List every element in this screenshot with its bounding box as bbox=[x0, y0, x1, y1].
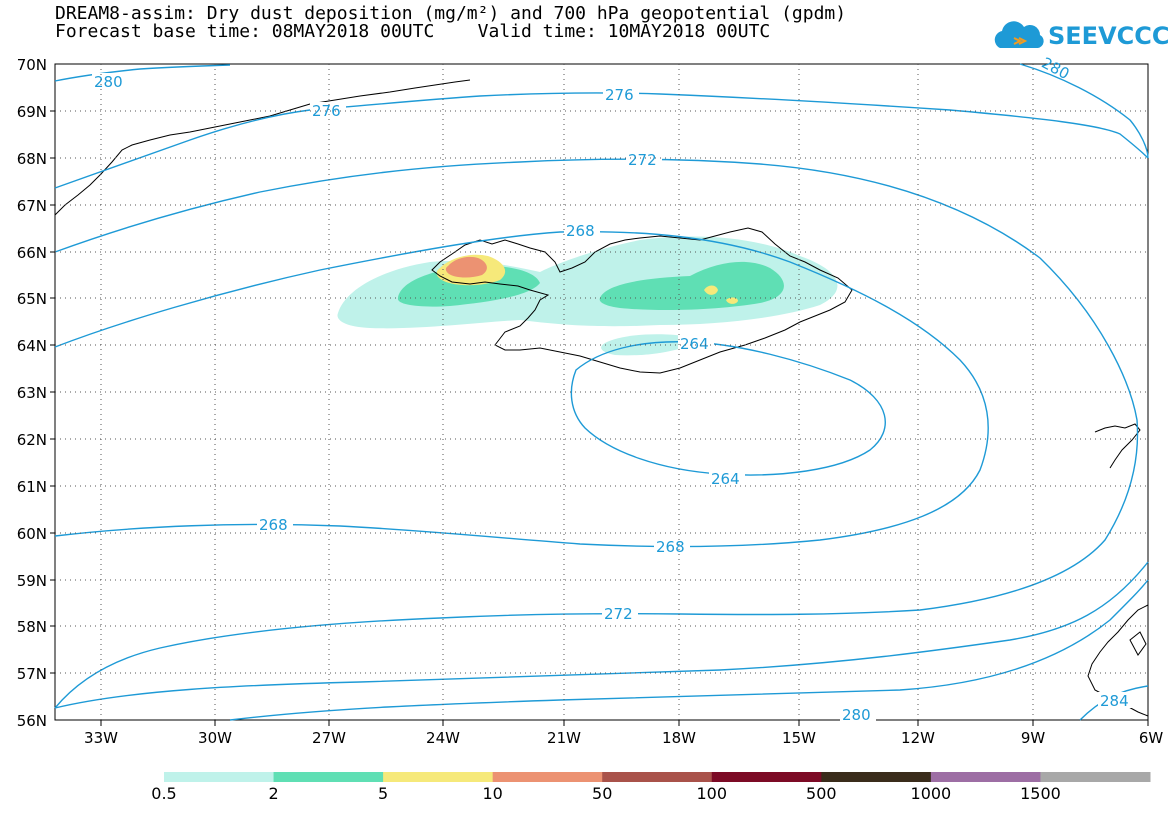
contour-labels: 280 276 276 272 268 264 264 268 268 272 … bbox=[92, 54, 1134, 724]
dust-spot-east-2 bbox=[726, 297, 738, 304]
contour-label: 276 bbox=[605, 86, 634, 104]
greenland-coastline bbox=[54, 79, 471, 216]
lon-label: 18W bbox=[662, 729, 696, 747]
iceland-coastline bbox=[431, 227, 853, 374]
colorbar-swatch bbox=[711, 772, 822, 782]
lat-ticks bbox=[50, 110, 1149, 726]
colorbar-label: 2 bbox=[268, 784, 279, 803]
lat-label: 70N bbox=[17, 56, 47, 74]
colorbar-label: 0.5 bbox=[151, 784, 177, 803]
lat-axis: 70N 69N 68N 67N 66N 65N 64N 63N 62N 61N … bbox=[17, 56, 47, 730]
lon-label: 27W bbox=[312, 729, 346, 747]
lat-label: 56N bbox=[17, 712, 47, 730]
lat-label: 59N bbox=[17, 572, 47, 590]
lon-label: 12W bbox=[901, 729, 935, 747]
colorbar-swatch bbox=[602, 772, 713, 782]
contour-280-northeast bbox=[1019, 63, 1149, 159]
contour-label: 268 bbox=[566, 222, 595, 240]
colorbar-label: 10 bbox=[482, 784, 503, 803]
seevccc-logo: SEEVCCC bbox=[992, 18, 1170, 58]
contour-272 bbox=[54, 158, 1139, 709]
dust-spot-east-1 bbox=[704, 285, 718, 295]
colorbar-label: 500 bbox=[806, 784, 837, 803]
lon-label: 24W bbox=[426, 729, 460, 747]
lat-label: 63N bbox=[17, 384, 47, 402]
lon-label: 6W bbox=[1139, 729, 1164, 747]
cloud-logo-icon bbox=[994, 21, 1044, 48]
lat-label: 69N bbox=[17, 103, 47, 121]
colorbar-swatch bbox=[164, 772, 275, 782]
contour-276-south bbox=[54, 561, 1149, 709]
lat-label: 62N bbox=[17, 431, 47, 449]
lon-axis: 33W 30W 27W 24W 21W 18W 15W 12W 9W 6W bbox=[84, 729, 1163, 747]
lat-label: 66N bbox=[17, 244, 47, 262]
lat-label: 64N bbox=[17, 337, 47, 355]
lat-label: 60N bbox=[17, 525, 47, 543]
coastlines bbox=[54, 79, 1149, 717]
colorbar bbox=[164, 772, 1151, 782]
lon-label: 9W bbox=[1021, 729, 1046, 747]
lon-label: 33W bbox=[84, 729, 118, 747]
colorbar-label: 50 bbox=[592, 784, 613, 803]
map-subtitle: Forecast base time: 08MAY2018 00UTC Vali… bbox=[55, 21, 771, 42]
lon-label: 15W bbox=[782, 729, 816, 747]
contour-268 bbox=[54, 230, 989, 548]
colorbar-swatch bbox=[383, 772, 494, 782]
contour-label: 280 bbox=[842, 706, 871, 724]
lat-label: 57N bbox=[17, 665, 47, 683]
dust-deposition-layer bbox=[337, 236, 838, 356]
dust-area-mid-west bbox=[397, 265, 540, 307]
contour-280-south bbox=[229, 579, 1149, 721]
contour-label: 268 bbox=[259, 516, 288, 534]
contour-label: 268 bbox=[656, 538, 685, 556]
dust-area-highest-west bbox=[445, 256, 487, 278]
shetland-coastline bbox=[1129, 631, 1147, 656]
colorbar-label: 1000 bbox=[910, 784, 952, 803]
colorbar-swatch bbox=[821, 772, 932, 782]
colorbar-label: 100 bbox=[696, 784, 728, 803]
logo-text: SEEVCCC bbox=[1048, 22, 1170, 50]
colorbar-swatch bbox=[492, 772, 603, 782]
contour-label: 264 bbox=[711, 470, 740, 488]
lat-label: 65N bbox=[17, 290, 47, 308]
contour-280-north bbox=[54, 64, 231, 82]
contour-label: 272 bbox=[604, 605, 633, 623]
contour-label: 264 bbox=[680, 335, 709, 353]
contour-276-north bbox=[54, 92, 1149, 189]
lat-label: 61N bbox=[17, 478, 47, 496]
colorbar-label: 5 bbox=[378, 784, 389, 803]
lat-label: 68N bbox=[17, 150, 47, 168]
lon-label: 30W bbox=[198, 729, 232, 747]
colorbar-label: 1500 bbox=[1020, 784, 1061, 803]
colorbar-swatch bbox=[930, 772, 1041, 782]
lon-label: 21W bbox=[547, 729, 581, 747]
colorbar-swatch bbox=[273, 772, 384, 782]
lat-label: 58N bbox=[17, 618, 47, 636]
graticule bbox=[55, 64, 1148, 720]
lat-label: 67N bbox=[17, 197, 47, 215]
colorbar-swatch bbox=[1040, 772, 1151, 782]
contour-label: 276 bbox=[312, 102, 341, 120]
contour-label: 280 bbox=[94, 73, 123, 91]
contour-label: 272 bbox=[628, 151, 657, 169]
map-title: DREAM8-assim: Dry dust deposition (mg/m²… bbox=[55, 3, 847, 24]
geopotential-contours bbox=[54, 63, 1149, 721]
contour-label: 284 bbox=[1100, 692, 1129, 710]
plot-frame bbox=[54, 63, 1149, 721]
